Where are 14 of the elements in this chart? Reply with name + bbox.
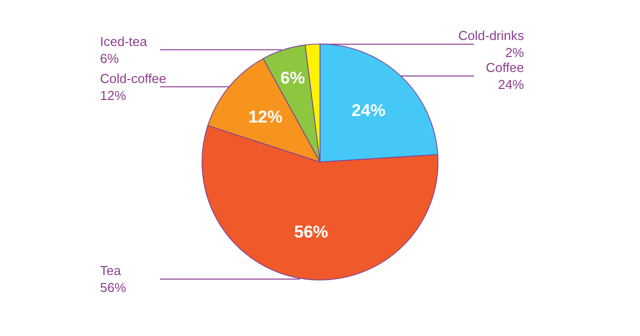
slice-label: Iced-tea	[100, 34, 148, 49]
text: 56%	[100, 280, 126, 296]
slice-label: Cold-drinks	[458, 28, 524, 44]
data-label: 24%	[498, 76, 524, 92]
text: 6%	[100, 50, 119, 66]
data-label: 12%	[248, 107, 282, 126]
slice-label: Tea	[100, 263, 122, 278]
text: 24%	[351, 100, 386, 120]
data-label: 6%	[280, 68, 305, 88]
slice-label: Coffee	[486, 60, 524, 75]
data-label: 2%	[505, 45, 524, 60]
text: 12%	[100, 88, 126, 103]
slice-label: Cold-coffee	[100, 70, 166, 86]
data-label: 56%	[294, 222, 328, 242]
